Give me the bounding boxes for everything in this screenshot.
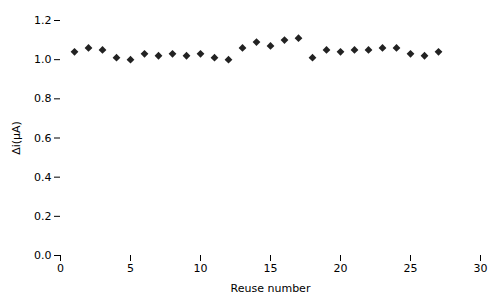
svg-text:0.8: 0.8 bbox=[34, 92, 52, 105]
svg-text:30: 30 bbox=[474, 262, 488, 275]
svg-text:25: 25 bbox=[404, 262, 418, 275]
svg-text:1.2: 1.2 bbox=[34, 14, 52, 27]
svg-text:0.0: 0.0 bbox=[34, 249, 52, 262]
svg-text:0: 0 bbox=[57, 262, 64, 275]
svg-text:Δi(μA): Δi(μA) bbox=[10, 121, 23, 155]
svg-text:Reuse number: Reuse number bbox=[231, 282, 311, 295]
svg-text:20: 20 bbox=[334, 262, 348, 275]
svg-text:0.2: 0.2 bbox=[34, 210, 52, 223]
svg-text:0.4: 0.4 bbox=[34, 171, 52, 184]
svg-text:0.6: 0.6 bbox=[34, 132, 52, 145]
svg-text:10: 10 bbox=[194, 262, 208, 275]
svg-text:5: 5 bbox=[127, 262, 134, 275]
svg-text:1.0: 1.0 bbox=[34, 53, 52, 66]
svg-text:15: 15 bbox=[264, 262, 278, 275]
